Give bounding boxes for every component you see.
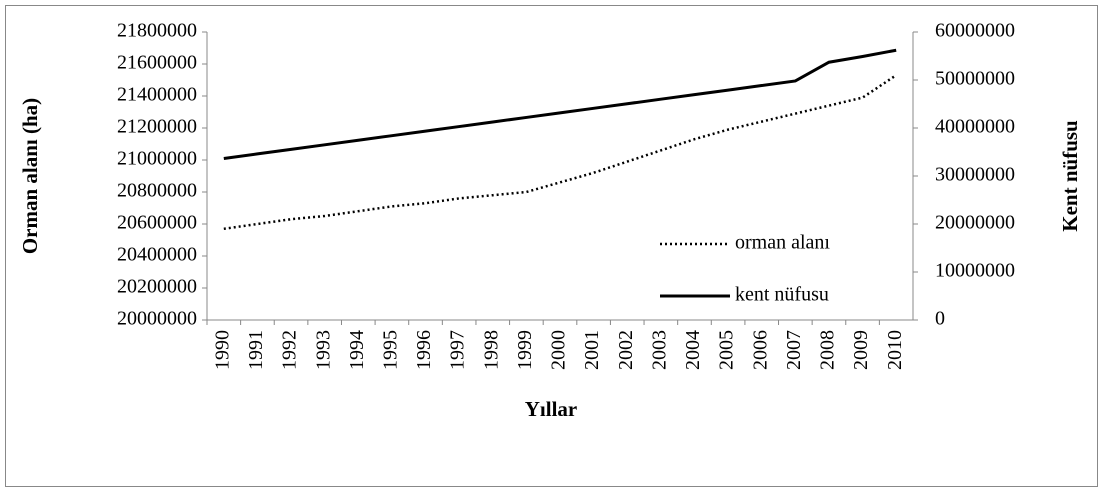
y-tick-label: 21800000 [117,20,197,42]
y2-tick-label: 50000000 [935,68,1015,90]
y-tick-label: 20200000 [117,276,197,298]
legend-label: kent nüfusu [735,284,829,306]
x-tick-label: 2007 [783,330,805,370]
y2-tick-label: 0 [935,308,945,330]
y2-tick-label: 20000000 [935,212,1015,234]
y-tick-label: 20400000 [117,244,197,266]
x-tick-label: 2009 [850,330,872,370]
legend-label: orman alanı [735,232,830,254]
x-tick-label: 2008 [817,330,839,370]
x-tick-label: 1998 [480,330,502,370]
y2-axis-title: Kent nüfusu [1058,120,1082,232]
y-axis-title: Orman alanı (ha) [18,98,42,254]
x-tick-label: 2002 [615,330,637,370]
y-tick-label: 21400000 [117,84,197,106]
y2-tick-label: 10000000 [935,260,1015,282]
x-tick-label: 1994 [346,330,368,370]
y2-tick-label: 40000000 [935,116,1015,138]
y2-tick-label: 60000000 [935,20,1015,42]
x-tick-label: 1992 [279,330,301,370]
x-tick-label: 2010 [884,330,906,370]
x-tick-label: 1995 [379,330,401,370]
x-tick-label: 1990 [211,330,233,370]
y-tick-label: 21600000 [117,52,197,74]
x-tick-label: 1993 [312,330,334,370]
y-tick-label: 20800000 [117,180,197,202]
x-axis-title: Yıllar [525,397,578,421]
x-tick-label: 1999 [514,330,536,370]
x-tick-label: 2005 [716,330,738,370]
y-tick-label: 20000000 [117,308,197,330]
x-tick-label: 1996 [413,330,435,370]
y-tick-label: 21000000 [117,148,197,170]
x-tick-label: 2003 [648,330,670,370]
series-line [223,48,897,160]
y2-tick-label: 30000000 [935,164,1015,186]
x-tick-label: 1997 [447,330,469,370]
x-tick-label: 2000 [548,330,570,370]
x-tick-label: 2004 [682,330,704,370]
x-tick-label: 2006 [749,330,771,370]
x-tick-label: 1991 [245,330,267,370]
x-tick-label: 2001 [581,330,603,370]
y-tick-label: 20600000 [117,212,197,234]
chart-border [5,5,1098,487]
y-tick-label: 21200000 [117,116,197,138]
